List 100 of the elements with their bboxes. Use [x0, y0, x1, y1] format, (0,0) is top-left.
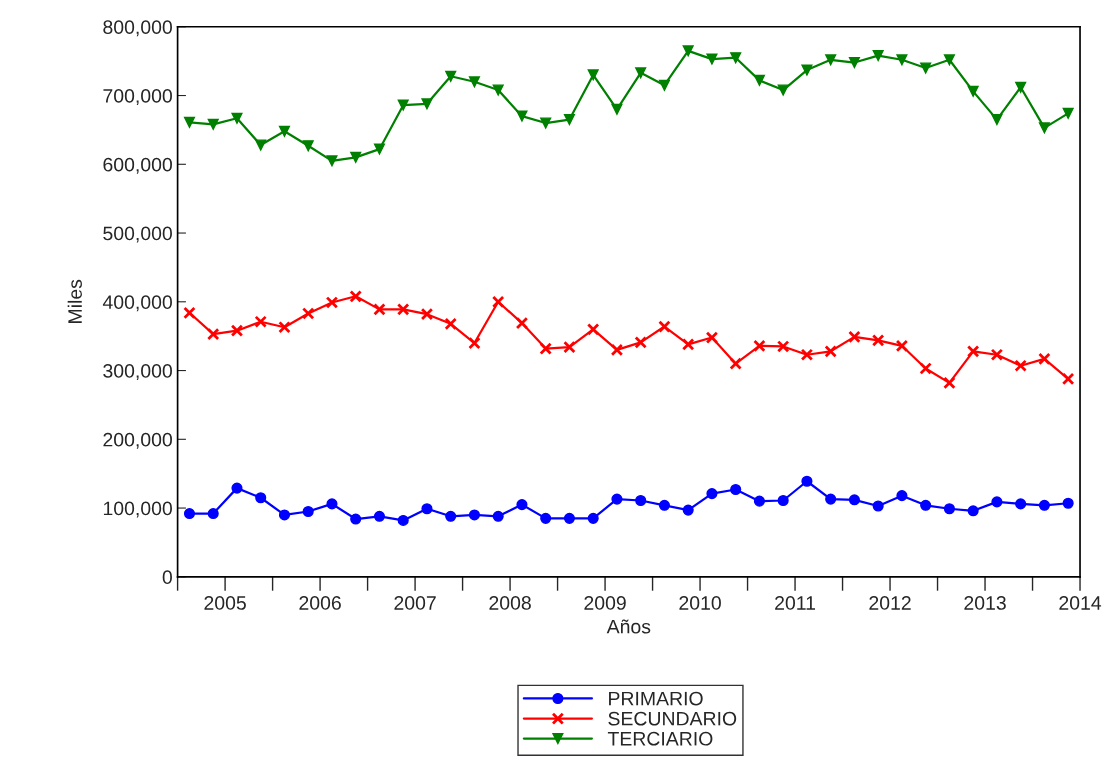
point [943, 376, 956, 390]
point [920, 499, 932, 511]
point [706, 488, 718, 500]
point [302, 505, 314, 518]
point [801, 475, 813, 487]
point [373, 303, 386, 316]
y-axis-title: Miles [67, 279, 82, 323]
point [658, 79, 670, 91]
point [730, 52, 742, 64]
point [1038, 352, 1051, 366]
point [706, 53, 718, 65]
point [302, 140, 314, 152]
legend-label: PRIMARIO [609, 691, 703, 706]
x-axis-title: Años [606, 619, 651, 634]
x-tick-label: 2014 [1059, 596, 1102, 610]
point [491, 295, 505, 309]
point [825, 493, 837, 505]
point [658, 499, 670, 511]
point [777, 494, 789, 507]
point [587, 69, 599, 81]
point [421, 98, 433, 110]
point [444, 317, 457, 331]
y-tick-label: 600,000 [103, 157, 172, 174]
point [468, 336, 481, 350]
point [207, 507, 219, 520]
x-tick-label: 2006 [299, 596, 341, 610]
point [586, 323, 600, 336]
point [563, 512, 576, 524]
point [1038, 122, 1050, 134]
point [326, 498, 338, 510]
x-tick-label: 2011 [775, 596, 816, 610]
point [421, 503, 433, 515]
point [919, 362, 932, 375]
point [1015, 81, 1027, 93]
point [991, 114, 1003, 126]
point [777, 84, 789, 96]
point [231, 482, 243, 494]
point [278, 125, 291, 137]
point [397, 514, 409, 526]
point [611, 103, 623, 115]
x-tick-label: 2009 [584, 596, 626, 610]
point [920, 62, 932, 74]
point [254, 315, 267, 328]
point [1014, 359, 1027, 372]
point [563, 340, 576, 354]
y-tick-label: 200,000 [103, 432, 172, 449]
point [635, 67, 647, 79]
point [776, 340, 790, 353]
point [373, 510, 386, 522]
point [350, 513, 362, 525]
legend-label: SECUNDARIO [608, 711, 737, 726]
point [183, 306, 196, 320]
point [634, 336, 647, 349]
point [800, 348, 814, 361]
point [587, 512, 599, 524]
point [397, 99, 409, 111]
point [278, 320, 291, 334]
point [183, 507, 196, 520]
point [1015, 498, 1027, 510]
point [966, 345, 980, 358]
point [730, 483, 742, 496]
point [445, 510, 457, 522]
legend-label: TERCIARIO [607, 731, 713, 746]
point [848, 494, 860, 506]
y-tick-label: 400,000 [102, 295, 172, 312]
point [872, 500, 884, 512]
point [682, 504, 694, 516]
point [540, 117, 552, 129]
point [753, 74, 765, 86]
point [943, 503, 955, 515]
x-tick-label: 2012 [869, 596, 911, 610]
point [753, 495, 765, 507]
point [895, 339, 909, 353]
point [445, 70, 457, 82]
y-tick-label: 700,000 [103, 89, 172, 106]
point [349, 290, 362, 303]
point [1061, 372, 1075, 386]
point [991, 496, 1003, 508]
y-tick-label: 100,000 [103, 501, 172, 518]
point [207, 118, 219, 130]
point [871, 334, 885, 347]
point [967, 85, 979, 97]
point [516, 499, 528, 511]
point [848, 330, 861, 344]
point [967, 505, 979, 517]
y-tick-label: 800,000 [103, 20, 172, 37]
point [373, 143, 386, 155]
point [516, 110, 528, 122]
point [231, 112, 243, 124]
point [824, 345, 837, 358]
point [729, 357, 742, 370]
point [610, 343, 624, 357]
point [896, 54, 908, 66]
point [611, 493, 623, 505]
point [539, 342, 552, 355]
point [872, 50, 884, 62]
point [563, 114, 576, 126]
point [255, 492, 267, 504]
point [658, 320, 671, 333]
x-tick-label: 2013 [964, 596, 1006, 610]
